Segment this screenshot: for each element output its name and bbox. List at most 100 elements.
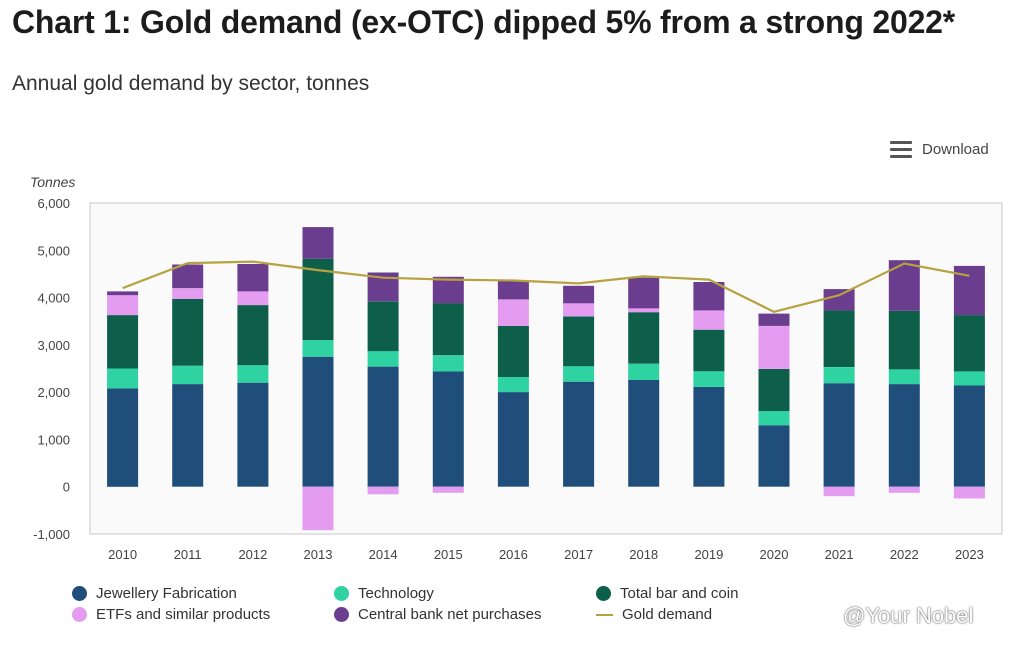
bar-segment-2010-0[interactable]: [107, 388, 139, 487]
bar-segment-2011-2[interactable]: [172, 299, 204, 366]
bar-segment-2021-3[interactable]: [823, 486, 855, 497]
bar-segment-2022-1[interactable]: [888, 369, 920, 385]
legend-item-technology[interactable]: Technology: [334, 584, 596, 603]
x-tick-label: 2010: [108, 547, 137, 562]
bar-segment-2010-1[interactable]: [107, 368, 139, 389]
bar-segment-2017-4[interactable]: [563, 285, 595, 304]
bar-segment-2012-2[interactable]: [237, 305, 269, 366]
bar-segment-2017-2[interactable]: [563, 316, 595, 367]
bar-segment-2015-3[interactable]: [432, 486, 464, 493]
x-tick-label: 2021: [825, 547, 854, 562]
bar-segment-2012-4[interactable]: [237, 264, 269, 292]
bar-segment-2017-1[interactable]: [563, 366, 595, 382]
bar-segment-2016-2[interactable]: [497, 325, 529, 377]
bar-segment-2013-4[interactable]: [302, 227, 334, 259]
y-tick-label: 3,000: [37, 338, 70, 353]
bar-segment-2023-1[interactable]: [953, 371, 985, 386]
bar-segment-2013-0[interactable]: [302, 356, 334, 487]
x-tick-label: 2013: [304, 547, 333, 562]
legend-item-bar-coin[interactable]: Total bar and coin: [596, 584, 796, 603]
bar-segment-2022-0[interactable]: [888, 384, 920, 487]
bar-segment-2022-3[interactable]: [888, 486, 920, 493]
bar-segment-2010-4[interactable]: [107, 291, 139, 296]
bar-segment-2020-3[interactable]: [758, 325, 790, 369]
bar-segment-2014-2[interactable]: [367, 301, 399, 352]
x-tick-label: 2023: [955, 547, 984, 562]
bar-segment-2012-0[interactable]: [237, 382, 269, 487]
bar-segment-2011-3[interactable]: [172, 288, 204, 299]
bar-segment-2010-2[interactable]: [107, 315, 139, 369]
legend-item-central-bank[interactable]: Central bank net purchases: [334, 605, 596, 624]
y-tick-label: 5,000: [37, 243, 70, 258]
bar-segment-2011-4[interactable]: [172, 264, 204, 289]
bar-segment-2019-2[interactable]: [693, 329, 725, 372]
bar-segment-2016-3[interactable]: [497, 299, 529, 327]
x-tick-label: 2012: [238, 547, 267, 562]
bar-segment-2015-2[interactable]: [432, 303, 464, 356]
bar-segment-2013-1[interactable]: [302, 340, 334, 357]
legend-item-etfs[interactable]: ETFs and similar products: [72, 605, 334, 624]
bar-segment-2012-1[interactable]: [237, 365, 269, 383]
legend-swatch: [334, 607, 349, 622]
plot-area: [89, 202, 1003, 535]
x-tick-label: 2020: [760, 547, 789, 562]
x-tick-label: 2015: [434, 547, 463, 562]
x-tick-label: 2014: [369, 547, 398, 562]
bar-segment-2017-0[interactable]: [563, 381, 595, 487]
x-axis-ticks: 2010 2011 2012 2013 2014 2015 2016 2017 2018 2019…: [108, 547, 984, 562]
bar-segment-2015-4[interactable]: [432, 276, 464, 304]
bar-segment-2020-2[interactable]: [758, 369, 790, 412]
legend-item-jewellery[interactable]: Jewellery Fabrication: [72, 584, 334, 603]
bar-segment-2022-2[interactable]: [888, 310, 920, 370]
bar-segment-2020-1[interactable]: [758, 411, 790, 426]
bar-segment-2011-0[interactable]: [172, 384, 204, 487]
bar-segment-2017-3[interactable]: [563, 303, 595, 317]
chart-subtitle: Annual gold demand by sector, tonnes: [12, 72, 370, 95]
y-tick-label: 0: [63, 480, 70, 495]
bar-segment-2018-0[interactable]: [628, 379, 660, 487]
y-axis-ticks: -1,000 0 1,000 2,000 3,000 4,000 5,000 6,000: [33, 196, 70, 542]
legend-swatch: [596, 586, 611, 601]
bar-segment-2023-2[interactable]: [953, 315, 985, 372]
bar-segment-2020-4[interactable]: [758, 313, 790, 326]
gold-demand-polyline: [122, 260, 970, 313]
bar-segment-2021-1[interactable]: [823, 367, 855, 384]
bar-segment-2010-3[interactable]: [107, 295, 139, 316]
bar-segment-2018-3[interactable]: [628, 308, 660, 313]
bar-segment-2014-3[interactable]: [367, 486, 399, 495]
y-tick-label: 4,000: [37, 291, 70, 306]
legend-item-gold-demand[interactable]: Gold demand: [596, 605, 796, 624]
bar-segment-2020-0[interactable]: [758, 425, 790, 487]
legend-label: Gold demand: [622, 606, 713, 623]
bar-segment-2016-1[interactable]: [497, 377, 529, 393]
bar-segment-2021-4[interactable]: [823, 289, 855, 311]
bar-segment-2021-0[interactable]: [823, 383, 855, 487]
bar-segment-2023-3[interactable]: [953, 486, 985, 499]
bar-segment-2016-4[interactable]: [497, 281, 529, 300]
download-button[interactable]: Download: [890, 141, 989, 158]
bar-segment-2018-1[interactable]: [628, 363, 660, 380]
y-tick-label: -1,000: [33, 527, 70, 542]
bar-segment-2015-0[interactable]: [432, 371, 464, 487]
bar-segment-2016-0[interactable]: [497, 392, 529, 487]
bar-segment-2019-3[interactable]: [693, 310, 725, 330]
legend-swatch: [334, 586, 349, 601]
legend-swatch: [72, 586, 87, 601]
bar-segment-2011-1[interactable]: [172, 365, 204, 385]
bar-segment-2023-0[interactable]: [953, 385, 985, 487]
bar-segment-2014-0[interactable]: [367, 366, 399, 487]
bars: [107, 227, 985, 531]
y-tick-label: 2,000: [37, 385, 70, 400]
bar-segment-2012-3[interactable]: [237, 291, 269, 306]
bar-segment-2013-3[interactable]: [302, 486, 334, 531]
bar-segment-2018-2[interactable]: [628, 312, 660, 364]
bar-segment-2018-4[interactable]: [628, 277, 660, 309]
bar-segment-2019-1[interactable]: [693, 371, 725, 387]
bar-segment-2019-0[interactable]: [693, 386, 725, 487]
bar-segment-2014-1[interactable]: [367, 351, 399, 367]
bar-segment-2015-1[interactable]: [432, 355, 464, 372]
bar-segment-2021-2[interactable]: [823, 310, 855, 367]
bar-segment-2019-4[interactable]: [693, 282, 725, 311]
legend-label: Central bank net purchases: [358, 606, 542, 623]
